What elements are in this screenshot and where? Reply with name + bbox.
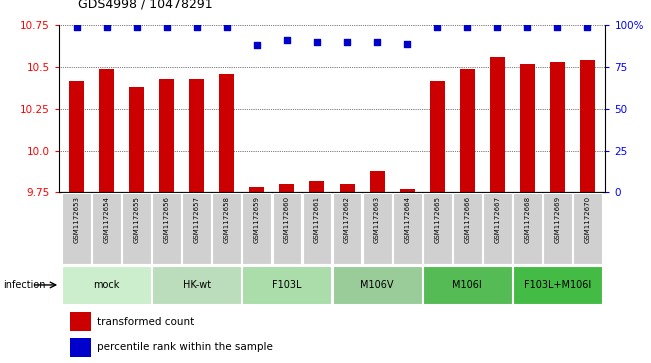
Text: GSM1172663: GSM1172663 [374,196,380,243]
Point [312,39,322,45]
Point [372,39,382,45]
Point [161,24,172,30]
Bar [62,193,91,264]
Text: percentile rank within the sample: percentile rank within the sample [97,342,273,352]
Text: GSM1172666: GSM1172666 [464,196,470,243]
Bar [152,193,181,264]
Bar [430,81,445,192]
Bar [340,184,355,192]
Bar [519,64,535,192]
Text: F103L+M106I: F103L+M106I [524,280,591,290]
Text: mock: mock [94,280,120,290]
Text: GDS4998 / 10478291: GDS4998 / 10478291 [78,0,213,11]
Bar [212,193,242,264]
Bar [513,266,602,304]
Bar [182,193,211,264]
Point [221,24,232,30]
Bar [580,61,595,192]
Bar [152,266,242,304]
Bar [453,193,482,264]
Text: GSM1172669: GSM1172669 [555,196,561,243]
Text: transformed count: transformed count [97,317,194,327]
Text: GSM1172670: GSM1172670 [585,196,590,243]
Text: HK-wt: HK-wt [183,280,211,290]
Point [282,37,292,43]
Text: GSM1172660: GSM1172660 [284,196,290,243]
Text: F103L: F103L [272,280,301,290]
Text: M106I: M106I [452,280,482,290]
Bar [249,187,264,192]
Bar [333,266,422,304]
Bar [242,266,331,304]
Bar [189,79,204,192]
Point [402,41,412,47]
Point [462,24,473,30]
Bar [573,193,602,264]
Bar [303,193,331,264]
Bar [159,79,174,192]
Text: infection: infection [3,280,46,290]
Bar [483,193,512,264]
Text: GSM1172656: GSM1172656 [164,196,170,243]
Bar [333,193,361,264]
Text: GSM1172667: GSM1172667 [494,196,500,243]
Point [102,24,112,30]
Text: GSM1172659: GSM1172659 [254,196,260,243]
Bar [62,266,151,304]
Text: M106V: M106V [361,280,394,290]
Bar [422,193,452,264]
Bar [363,193,391,264]
Bar [279,184,294,192]
Point [582,24,592,30]
Bar [69,81,84,192]
Bar [393,193,422,264]
Text: GSM1172662: GSM1172662 [344,196,350,243]
Bar [219,74,234,192]
Text: GSM1172654: GSM1172654 [104,196,109,243]
Bar [543,193,572,264]
Bar [490,57,505,192]
Bar [129,87,145,192]
Bar [513,193,542,264]
Bar [99,69,114,192]
Text: GSM1172665: GSM1172665 [434,196,440,243]
Bar [70,312,92,331]
Bar [242,193,271,264]
Text: GSM1172653: GSM1172653 [74,196,79,243]
Point [132,24,142,30]
Bar [400,189,415,192]
Point [522,24,533,30]
Text: GSM1172658: GSM1172658 [224,196,230,243]
Bar [460,69,475,192]
Point [191,24,202,30]
Point [342,39,352,45]
Text: GSM1172655: GSM1172655 [133,196,140,243]
Point [432,24,443,30]
Bar [122,193,151,264]
Text: GSM1172661: GSM1172661 [314,196,320,243]
Bar [370,171,385,192]
Bar [92,193,121,264]
Point [492,24,503,30]
Bar [550,62,565,192]
Bar [309,181,324,192]
Text: GSM1172664: GSM1172664 [404,196,410,243]
Point [72,24,82,30]
Point [252,42,262,48]
Point [552,24,562,30]
Text: GSM1172657: GSM1172657 [194,196,200,243]
Bar [70,338,92,356]
Bar [273,193,301,264]
Bar [422,266,512,304]
Text: GSM1172668: GSM1172668 [524,196,531,243]
